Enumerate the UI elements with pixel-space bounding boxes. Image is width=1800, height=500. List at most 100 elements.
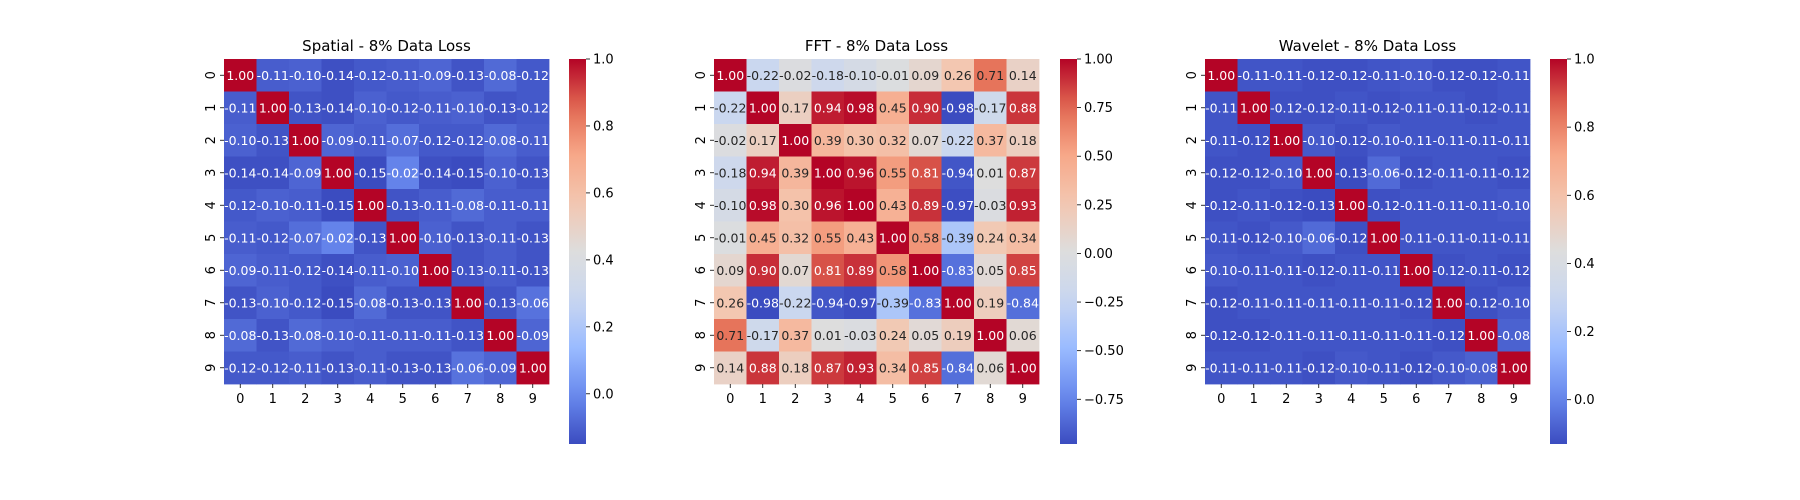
x-tick-label: 6 [431,392,439,407]
heatmap-cell [876,124,910,157]
heatmap-cell [714,286,747,320]
heatmap-cell [811,124,845,157]
heatmap-cell [224,59,257,92]
cell-value-label: -0.11 [1270,328,1302,343]
cell-value-label: -0.09 [419,68,451,83]
cell-value-label: -0.13 [387,198,419,213]
heatmap-cell [386,351,420,385]
cell-value-label: -0.11 [354,133,386,148]
cell-value-label: 0.17 [749,133,777,148]
cell-value-label: 1.00 [1467,328,1495,343]
heatmap-cell [746,319,780,352]
heatmap-cell [1400,319,1433,352]
heatmap-cell [1302,319,1336,352]
cell-value-label: -0.12 [1465,68,1497,83]
cell-value-label: -0.12 [1335,68,1367,83]
cell-value-label: -0.11 [289,360,321,375]
heatmap-cell [1465,221,1498,255]
heatmap-cell [224,124,257,157]
cell-value-label: 0.94 [814,100,842,115]
cell-value-label: -0.02 [714,133,746,148]
cell-value-label: -0.10 [354,100,386,115]
chart-title: Spatial - 8% Data Loss [302,37,471,55]
heatmap-cell [779,91,812,125]
colorbar-tick-label: −0.75 [1084,393,1124,408]
cell-value-label: -0.10 [1368,133,1400,148]
cell-value-label: 1.00 [519,360,547,375]
cell-value-label: -0.11 [1498,68,1530,83]
cell-value-label: 0.45 [879,100,907,115]
cell-value-label: -0.12 [1335,133,1367,148]
cell-value-label: 0.71 [976,68,1004,83]
cell-value-label: 0.93 [846,360,874,375]
cell-value-label: -0.11 [387,328,419,343]
heatmap-cell [484,156,517,190]
x-tick-label: 0 [236,392,244,407]
cell-value-label: 0.90 [911,100,939,115]
cell-value-label: 0.37 [781,328,809,343]
cell-value-label: 1.00 [324,165,352,180]
cell-value-label: 1.00 [1305,165,1333,180]
cell-value-label: 0.24 [976,230,1004,245]
cell-value-label: -0.12 [1498,263,1530,278]
heatmap-cell [974,156,1007,190]
cell-value-label: -0.10 [1498,295,1530,310]
heatmap-cell [354,156,387,190]
cell-value-label: -0.12 [1433,328,1465,343]
cell-value-label: 0.05 [911,328,939,343]
heatmap-cell [811,319,845,352]
heatmap-cell [386,319,420,352]
cell-value-label: -0.83 [942,263,974,278]
cell-value-label: -0.08 [224,328,256,343]
cell-value-label: -0.06 [1368,165,1400,180]
cell-value-label: -0.10 [419,230,451,245]
cell-value-label: -0.11 [1433,133,1465,148]
heatmap-cell [419,156,452,190]
cell-value-label: -0.08 [354,295,386,310]
heatmap-cell [876,319,910,352]
x-tick-label: 0 [1217,392,1225,407]
heatmap-cell [1270,189,1303,222]
heatmap-cell [321,59,355,92]
cell-value-label: -0.11 [1335,100,1367,115]
cell-value-label: -0.11 [1335,295,1367,310]
cell-value-label: -0.06 [452,360,484,375]
cell-value-label: 0.96 [846,165,874,180]
cell-value-label: 1.00 [356,198,384,213]
heatmap-cell [1006,59,1040,92]
cell-value-label: 1.00 [421,263,449,278]
heatmap-cell [1400,156,1433,190]
cell-value-label: -0.11 [1400,100,1432,115]
heatmap-cell [321,254,355,287]
heatmap-cell [224,254,257,287]
cell-value-label: 0.81 [911,165,939,180]
cell-value-label: -0.13 [387,360,419,375]
colorbar [569,59,586,444]
cell-value-label: -0.83 [909,295,941,310]
heatmap-cell [484,124,517,157]
heatmap-cell [289,319,322,352]
heatmap-cell [714,189,747,222]
heatmap-cell [909,221,942,255]
heatmap-cell [386,156,420,190]
x-tick-label: 4 [856,392,864,407]
cell-value-label: -0.08 [1465,360,1497,375]
heatmap-cell [1367,189,1401,222]
cell-value-label: 0.30 [846,133,874,148]
heatmap-cell [1432,91,1466,125]
cell-value-label: 0.88 [749,360,777,375]
cell-value-label: -0.94 [942,165,974,180]
cell-value-label: 1.00 [814,165,842,180]
heatmap-cell [1400,189,1433,222]
cell-value-label: 0.45 [749,230,777,245]
cell-value-label: -0.11 [1368,263,1400,278]
cell-value-label: -0.09 [224,263,256,278]
cell-value-label: 0.26 [716,295,744,310]
heatmap-cell [1400,351,1433,385]
heatmap-cell [974,91,1007,125]
heatmap-cell [974,351,1007,385]
heatmap-cell [1465,286,1498,320]
cell-value-label: -0.11 [1368,68,1400,83]
y-tick-label: 8 [204,331,219,339]
heatmap-cell [1497,156,1531,190]
